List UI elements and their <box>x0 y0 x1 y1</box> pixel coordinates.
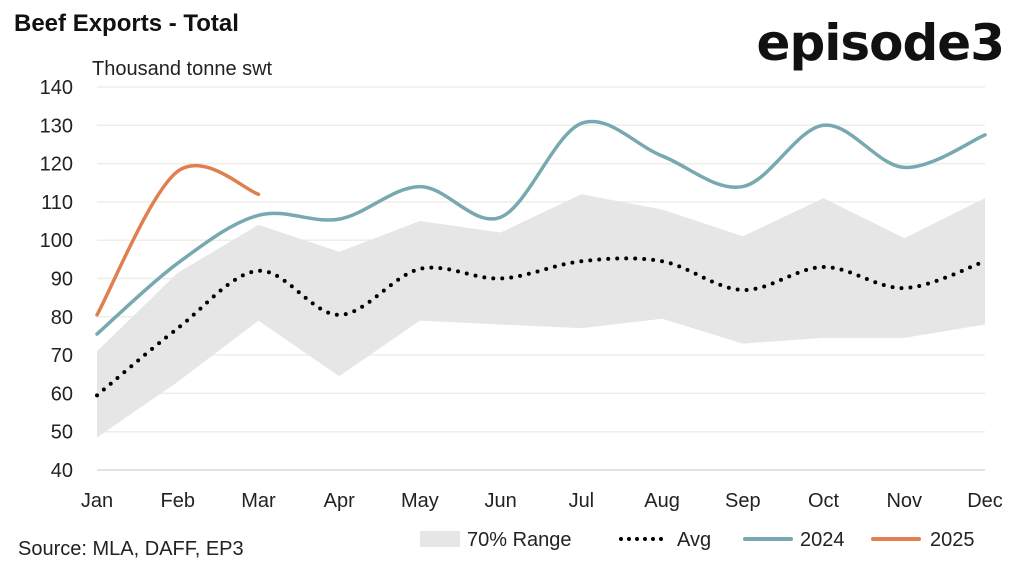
x-tick-label: Nov <box>886 490 922 512</box>
x-tick-label: Jan <box>81 490 113 512</box>
y-tick-label: 140 <box>40 77 73 99</box>
legend-label-2024: 2024 <box>800 529 845 551</box>
x-tick-label: Dec <box>967 490 1003 512</box>
y-tick-label: 50 <box>51 422 73 444</box>
x-tick-label: Aug <box>644 490 680 512</box>
x-tick-label: Feb <box>160 490 194 512</box>
episode3-logo: episode3 <box>756 14 1005 72</box>
series-line-2025 <box>95 163 261 317</box>
legend-swatch-range <box>420 531 460 547</box>
chart-title: Beef Exports - Total <box>14 10 239 37</box>
x-tick-label: Apr <box>324 490 355 512</box>
series-line-2024 <box>95 119 987 336</box>
x-tick-label: Sep <box>725 490 761 512</box>
series-line-avg <box>95 256 987 398</box>
y-tick-label: 90 <box>51 269 73 291</box>
x-tick-label: Oct <box>808 490 840 512</box>
y-tick-label: 80 <box>51 307 73 329</box>
y-tick-label: 40 <box>51 460 73 482</box>
legend-label-avg: Avg <box>677 529 711 551</box>
x-tick-label: May <box>401 490 439 512</box>
y-tick-label: 60 <box>51 383 73 405</box>
source-note: Source: MLA, DAFF, EP3 <box>18 538 244 560</box>
y-tick-label: 70 <box>51 345 73 367</box>
range-band-70pct <box>97 194 985 438</box>
y-tick-label: 110 <box>41 192 73 214</box>
x-tick-label: Jul <box>569 490 595 512</box>
y-axis-label: Thousand tonne swt <box>92 58 273 80</box>
legend-label-2025: 2025 <box>930 529 975 551</box>
x-tick-label: Jun <box>485 490 517 512</box>
y-tick-label: 120 <box>40 154 73 176</box>
y-tick-label: 100 <box>40 230 73 252</box>
y-tick-label: 130 <box>40 115 73 137</box>
legend-label-range: 70% Range <box>467 529 572 551</box>
x-tick-label: Mar <box>241 490 276 512</box>
